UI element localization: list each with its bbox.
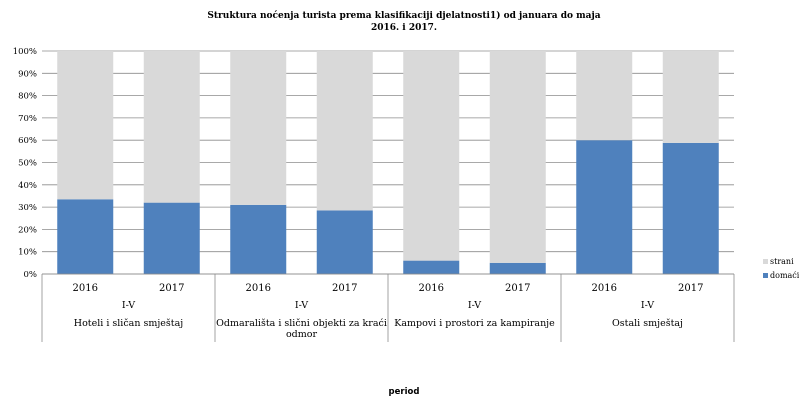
x-tick-label-year: 2017	[505, 283, 530, 294]
x-tick-label-year: 2017	[332, 283, 357, 294]
bar-strani-4	[403, 51, 460, 261]
y-tick-label: 80%	[18, 92, 37, 102]
bar-domaci-0	[57, 199, 114, 274]
legend-label-domaci: domaći	[770, 271, 799, 280]
bar-domaci-4	[403, 260, 460, 274]
x-tick-label-year: 2017	[678, 283, 703, 294]
x-tick-label-year: 2016	[73, 283, 98, 294]
bar-domaci-2	[230, 204, 287, 274]
y-tick-label: 0%	[24, 270, 38, 280]
y-tick-label: 60%	[18, 136, 37, 146]
bar-domaci-7	[662, 142, 719, 274]
x-tick-label-year: 2016	[246, 283, 271, 294]
bar-strani-5	[489, 51, 546, 263]
bar-domaci-6	[576, 140, 633, 274]
x-tick-label-year: 2016	[419, 283, 444, 294]
x-group-label: Kampovi i prostori za kampiranje	[394, 318, 555, 329]
bar-domaci-1	[143, 202, 200, 274]
x-group-label: Hoteli i sličan smještaj	[74, 318, 183, 329]
x-tick-label-period: I-V	[122, 300, 135, 311]
x-tick-label-period: I-V	[641, 300, 654, 311]
chart-title-line: Struktura noćenja turista prema klasifik…	[207, 10, 600, 21]
y-tick-label: 10%	[18, 248, 37, 258]
x-axis-title: period	[389, 387, 420, 396]
x-tick-label-period: I-V	[295, 300, 308, 311]
chart-title-line: 2016. i 2017.	[371, 23, 437, 33]
bar-strani-3	[316, 51, 373, 211]
y-tick-label: 100%	[13, 47, 37, 57]
legend-swatch-strani	[763, 259, 768, 264]
bar-strani-1	[143, 51, 200, 203]
x-group-label: Odmarališta i slični objekti za kraći	[216, 318, 387, 329]
y-tick-label: 20%	[18, 225, 37, 235]
bar-strani-0	[57, 51, 114, 200]
x-tick-label-period: I-V	[468, 300, 481, 311]
x-tick-label-year: 2017	[159, 283, 184, 294]
x-tick-label-year: 2016	[592, 283, 617, 294]
y-tick-label: 50%	[18, 159, 37, 169]
y-tick-label: 40%	[18, 181, 37, 191]
y-tick-label: 70%	[18, 114, 37, 124]
bar-strani-2	[230, 51, 287, 205]
bar-domaci-3	[316, 210, 373, 274]
x-group-label: odmor	[286, 329, 318, 340]
x-group-label: Ostali smještaj	[612, 318, 683, 329]
bar-strani-6	[576, 51, 633, 141]
bar-strani-7	[662, 51, 719, 143]
legend-swatch-domaci	[763, 273, 768, 278]
legend-label-strani: strani	[770, 257, 794, 266]
y-tick-label: 90%	[18, 69, 37, 79]
y-tick-label: 30%	[18, 203, 37, 213]
bar-domaci-5	[489, 262, 546, 274]
